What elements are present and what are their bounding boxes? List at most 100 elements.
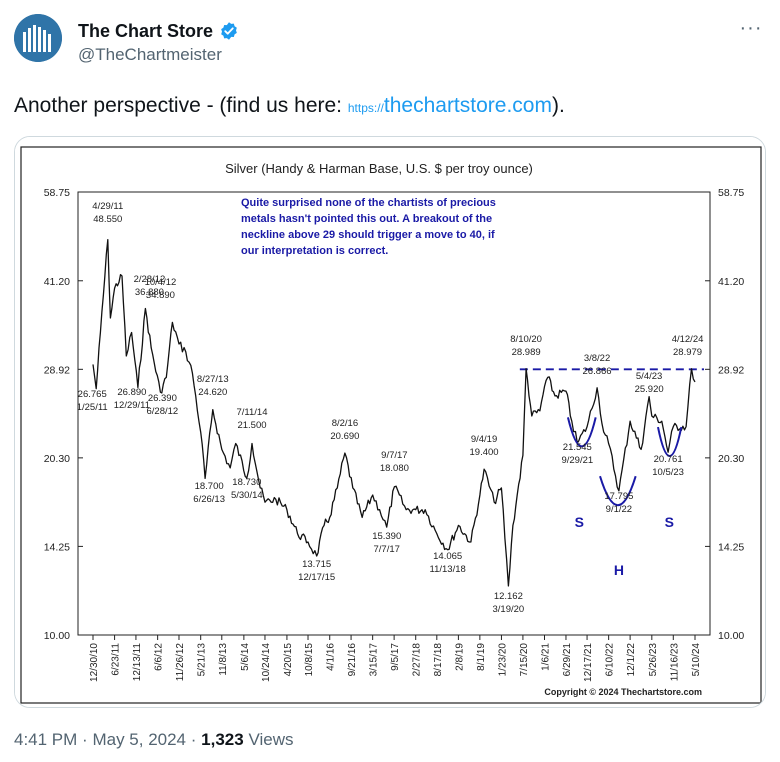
point-label-date: 12/17/15 [298, 572, 335, 583]
point-label-value: 24.620 [198, 387, 227, 398]
x-tick-label: 12/13/11 [132, 643, 143, 682]
x-tick-label: 6/29/21 [562, 643, 573, 677]
point-label-date: 2/28/12 [134, 274, 166, 285]
x-tick-label: 9/5/17 [390, 643, 401, 671]
y-tick-label-right: 28.92 [718, 364, 744, 376]
link-prefix[interactable]: https:// [347, 101, 384, 115]
chart-frame [20, 146, 762, 704]
pattern-arc [599, 475, 637, 507]
pattern-label: S [575, 514, 584, 530]
x-tick-label: 7/15/20 [519, 643, 530, 677]
point-label-date: 12/29/11 [114, 400, 150, 411]
annotation-text-line: neckline above 29 should trigger a move … [241, 229, 495, 241]
x-tick-label: 5/21/13 [197, 643, 208, 677]
point-label-date: 4/29/11 [92, 201, 123, 212]
chart-title: Silver (Handy & Harman Base, U.S. $ per … [225, 161, 533, 176]
y-tick-label-right: 14.25 [718, 541, 744, 553]
x-tick-label: 10/8/15 [304, 643, 315, 677]
y-tick-label-right: 41.20 [718, 276, 744, 288]
x-tick-label: 6/23/11 [111, 643, 122, 676]
point-label-date: 1/25/11 [77, 402, 108, 413]
point-label-date: 10/4/12 [145, 277, 177, 288]
x-tick-label: 8/1/19 [476, 643, 487, 671]
point-label-value: 20.761 [654, 454, 683, 465]
views-label: Views [248, 730, 294, 749]
tweet-header: The Chart Store @TheChartmeister ··· [14, 12, 766, 74]
x-tick-label: 4/1/16 [326, 643, 337, 671]
x-tick-label: 3/15/17 [369, 643, 380, 677]
point-label-date: 7/7/17 [374, 544, 400, 555]
x-tick-label: 12/17/21 [583, 643, 594, 682]
annotation-text-line: Quite surprised none of the chartists of… [241, 197, 496, 209]
point-label-date: 9/7/17 [381, 450, 407, 461]
point-label-value: 36.880 [135, 287, 164, 298]
point-label-date: 9/4/19 [471, 434, 497, 445]
point-label-value: 17.795 [604, 491, 633, 502]
silver-price-series [92, 239, 696, 587]
y-tick-label-right: 58.75 [718, 187, 744, 199]
x-tick-label: 6/6/12 [154, 643, 165, 671]
author-names: The Chart Store @TheChartmeister [78, 20, 239, 65]
point-label-date: 11/13/18 [430, 564, 466, 575]
point-label-date: 9/1/22 [606, 504, 632, 515]
y-tick-label-left: 20.30 [44, 453, 70, 465]
point-label-value: 18.700 [195, 481, 224, 492]
point-label-date: 7/11/14 [237, 407, 268, 418]
point-label-value: 34.890 [146, 290, 175, 301]
verified-badge-icon [219, 21, 239, 41]
x-tick-label: 11/16/23 [669, 643, 680, 682]
point-label-value: 26.390 [148, 393, 177, 404]
y-tick-label-left: 41.20 [44, 276, 70, 288]
x-tick-label: 8/17/18 [433, 643, 444, 677]
point-label-date: 6/26/13 [193, 494, 225, 505]
point-label-date: 6/28/12 [147, 406, 179, 417]
y-tick-label-right: 20.30 [718, 453, 744, 465]
pattern-label: S [665, 514, 674, 530]
silver-chart: Silver (Handy & Harman Base, U.S. $ per … [15, 137, 765, 707]
point-label-date: 8/2/16 [332, 418, 358, 429]
x-tick-label: 11/26/12 [175, 643, 186, 682]
views-count[interactable]: 1,323 [201, 730, 244, 749]
x-tick-label: 6/10/22 [605, 643, 616, 677]
y-tick-label-left: 10.00 [44, 630, 70, 642]
point-label-value: 12.162 [494, 591, 523, 602]
point-label-date: 3/8/22 [584, 353, 610, 364]
point-label-date: 8/27/13 [197, 374, 229, 385]
point-label-value: 21.545 [563, 442, 592, 453]
point-label-value: 26.866 [583, 366, 612, 377]
pattern-label: H [614, 562, 624, 578]
x-tick-label: 5/6/14 [240, 643, 251, 671]
tweet-date[interactable]: May 5, 2024 [92, 730, 187, 749]
point-label-value: 26.765 [78, 389, 107, 400]
x-tick-label: 12/30/10 [89, 643, 100, 682]
point-label-date: 5/4/23 [636, 371, 662, 382]
media-card[interactable]: Silver (Handy & Harman Base, U.S. $ per … [14, 136, 766, 708]
display-name-row: The Chart Store [78, 20, 239, 42]
tweet-time[interactable]: 4:41 PM [14, 730, 78, 749]
x-tick-label: 10/24/14 [261, 643, 272, 682]
handle[interactable]: @TheChartmeister [78, 45, 222, 64]
pattern-arc [657, 426, 683, 458]
point-label-value: 18.730 [232, 477, 261, 488]
tweet-meta: 4:41 PM · May 5, 2024 · 1,323 Views [14, 730, 293, 750]
y-tick-label-left: 14.25 [44, 541, 70, 553]
point-label-date: 3/19/20 [493, 604, 525, 615]
point-label-value: 25.920 [635, 384, 664, 395]
display-name[interactable]: The Chart Store [78, 20, 214, 41]
avatar[interactable] [14, 14, 62, 62]
x-tick-label: 1/6/21 [541, 643, 552, 671]
x-tick-label: 2/8/19 [454, 643, 465, 671]
point-label-value: 21.500 [237, 420, 266, 431]
point-label-date: 5/30/14 [231, 490, 263, 501]
tweet-text: Another perspective - (find us here: htt… [14, 94, 565, 118]
pattern-arc [566, 417, 597, 448]
point-label-date: 8/10/20 [510, 334, 542, 345]
x-tick-label: 2/27/18 [412, 643, 423, 677]
more-options-button[interactable]: ··· [739, 17, 763, 39]
copyright-text: Copyright © 2024 Thechartstore.com [544, 687, 702, 697]
annotation-text-line: metals hasn't pointed this out. A breako… [241, 213, 492, 225]
tweet-link[interactable]: https://thechartstore.com [348, 94, 552, 117]
link-main[interactable]: thechartstore.com [383, 94, 552, 117]
x-tick-label: 9/21/16 [347, 643, 358, 677]
x-tick-label: 5/26/23 [648, 643, 659, 677]
